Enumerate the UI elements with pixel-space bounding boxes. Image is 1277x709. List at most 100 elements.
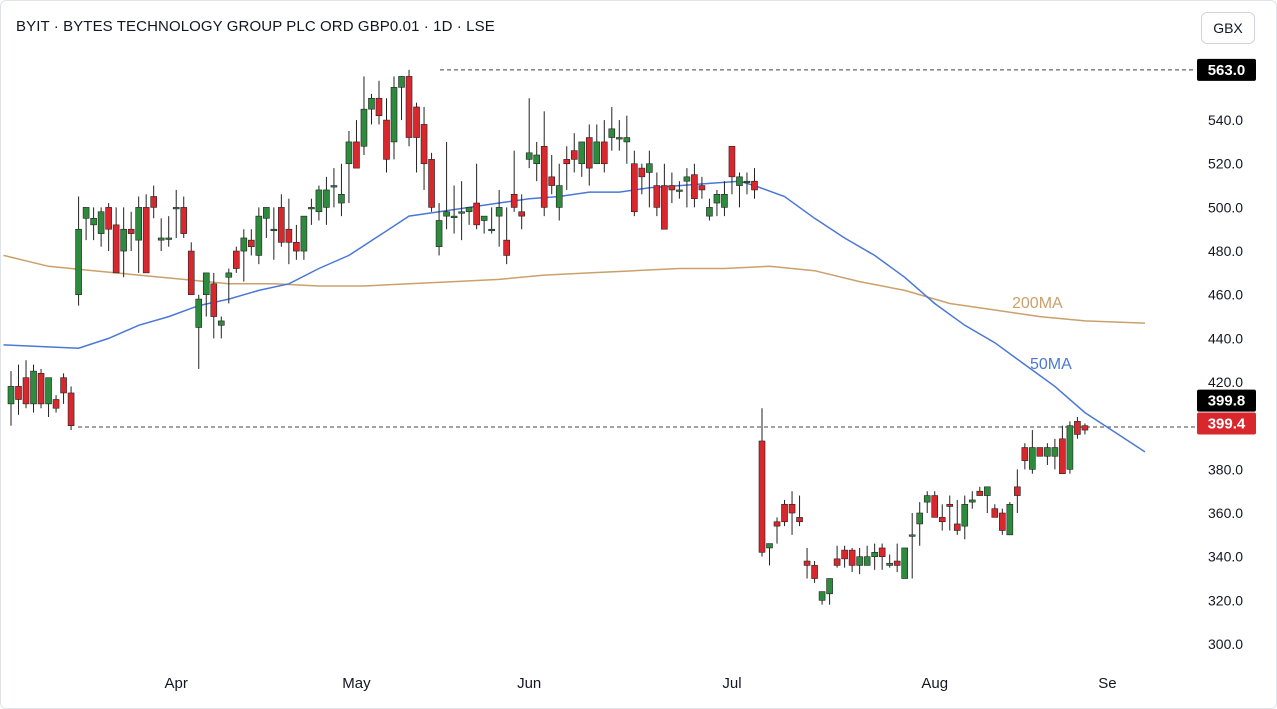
candle-body	[135, 207, 142, 241]
candle	[540, 111, 548, 217]
candle-body	[157, 237, 165, 241]
candle	[263, 207, 270, 238]
close-price-tag-bg	[1197, 389, 1256, 412]
candle	[811, 561, 818, 583]
candle	[383, 98, 390, 173]
candle-body	[105, 207, 112, 230]
candle-body	[1081, 425, 1089, 431]
candle	[938, 504, 946, 531]
candle	[360, 76, 368, 156]
candle	[195, 294, 203, 369]
candle	[90, 207, 97, 241]
candle	[1074, 416, 1081, 439]
candle	[300, 215, 308, 260]
candle-body	[818, 591, 826, 601]
candle	[435, 203, 443, 256]
candle-body	[405, 76, 413, 138]
candle-body	[375, 97, 383, 117]
candle-body	[976, 490, 984, 496]
candle-body	[187, 250, 195, 296]
candle-body	[923, 495, 931, 503]
candle	[345, 130, 353, 204]
candle	[983, 486, 991, 514]
candle-body	[503, 239, 510, 256]
candle-body	[525, 152, 533, 160]
candle	[7, 371, 15, 426]
candle	[646, 150, 653, 208]
candle	[248, 229, 255, 256]
price-tags: 563.0 399.8 399.4	[1197, 58, 1256, 435]
currency-button[interactable]: GBX	[1201, 12, 1255, 44]
candle	[826, 578, 833, 605]
candle-body	[833, 558, 841, 566]
candle-body	[871, 552, 878, 557]
candle-body	[90, 218, 97, 226]
x-axis: Apr May Jun Jul Aug Se	[165, 675, 1117, 692]
candle-body	[278, 207, 285, 243]
candle-body	[1029, 447, 1036, 470]
candle	[901, 547, 908, 579]
candle-body	[413, 106, 420, 138]
candle-body	[1059, 438, 1066, 475]
candle	[15, 364, 22, 415]
candle-body	[638, 167, 646, 178]
candle	[548, 155, 556, 195]
candle	[555, 163, 563, 221]
candle-body	[706, 207, 713, 217]
candle-body	[127, 228, 135, 234]
candle-body	[563, 159, 571, 165]
candle	[37, 368, 45, 409]
x-tick-label: Jul	[722, 675, 741, 692]
candle-body	[999, 512, 1006, 531]
candle-body	[661, 185, 668, 230]
candle	[1014, 469, 1021, 514]
candle-body	[270, 228, 278, 232]
candle-body	[961, 503, 969, 527]
candle	[781, 499, 788, 527]
candle	[142, 194, 150, 274]
candle-body	[646, 163, 653, 173]
candle-body	[1014, 486, 1021, 496]
candle-body	[150, 196, 157, 208]
candle-body	[698, 185, 706, 191]
candle	[285, 198, 293, 265]
candle	[833, 545, 841, 568]
candle-body	[15, 386, 22, 400]
candle-body	[22, 377, 30, 405]
candle-body	[946, 503, 954, 507]
candle	[82, 207, 90, 241]
candle-body	[75, 228, 82, 296]
candle-body	[308, 207, 315, 210]
candle	[638, 163, 646, 195]
candles-layer	[7, 69, 1089, 605]
candle	[22, 360, 30, 409]
candle-body	[631, 163, 638, 213]
candle-body	[37, 373, 45, 405]
candle	[908, 513, 916, 579]
candle	[480, 215, 488, 234]
ma50-line	[3, 180, 1146, 453]
candle-body	[713, 194, 721, 204]
ma50-layer	[3, 180, 1146, 453]
high-price-tag-bg	[1197, 58, 1256, 81]
candle	[871, 543, 878, 570]
candle-body	[593, 141, 601, 165]
candle-body	[728, 145, 736, 178]
candle-body	[916, 512, 924, 525]
candle	[1036, 447, 1044, 457]
candle	[961, 495, 969, 540]
candle	[1044, 443, 1051, 465]
candle-body	[653, 185, 661, 208]
candle	[991, 504, 999, 518]
candle-body	[533, 154, 541, 165]
candle	[525, 98, 533, 169]
candle	[751, 168, 758, 199]
x-tick-label: Se	[1098, 675, 1116, 692]
candle	[518, 194, 525, 230]
candle	[510, 150, 518, 212]
candle	[473, 163, 480, 230]
candle-body	[7, 386, 15, 405]
candle	[968, 491, 976, 509]
